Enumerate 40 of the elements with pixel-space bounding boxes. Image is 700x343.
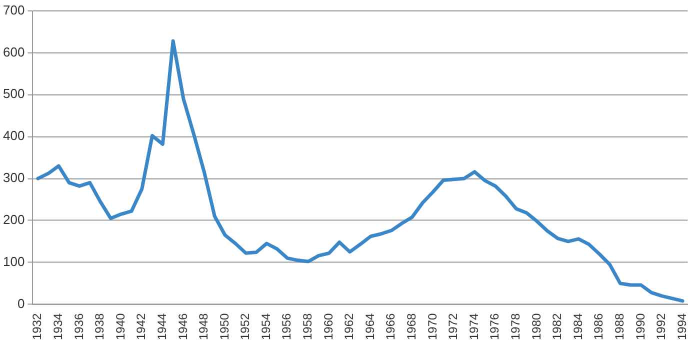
y-tick-label: 500 <box>2 86 25 102</box>
x-tick-label: 1982 <box>550 312 564 340</box>
x-tick-label: 1986 <box>592 312 606 340</box>
y-tick-label: 200 <box>2 212 25 228</box>
x-tick-label: 1958 <box>300 312 315 340</box>
x-tick-label: 1948 <box>196 312 211 340</box>
x-tick-label: 1994 <box>674 312 689 340</box>
x-tick-label: 1942 <box>134 312 148 340</box>
x-tick-label: 1980 <box>529 312 544 340</box>
x-tick-label: 1936 <box>72 312 86 340</box>
x-tick-label: 1988 <box>612 312 626 340</box>
x-tick-label: 1992 <box>654 312 668 340</box>
y-tick-label: 600 <box>2 44 25 60</box>
y-tick-label: 300 <box>2 170 25 186</box>
x-tick-label: 1964 <box>362 312 377 340</box>
x-tick-label: 1944 <box>154 312 169 340</box>
x-tick-label: 1984 <box>570 312 585 340</box>
x-tick-label: 1938 <box>92 312 107 340</box>
x-tick-label: 1962 <box>342 312 356 340</box>
x-tick-label: 1968 <box>404 312 419 340</box>
x-tick-label: 1966 <box>384 312 398 340</box>
x-tick-label: 1978 <box>508 312 522 340</box>
y-tick-label: 100 <box>2 254 25 269</box>
x-tick-label: 1960 <box>321 312 336 340</box>
x-tick-label: 1970 <box>425 312 440 340</box>
x-tick-label: 1974 <box>466 312 481 340</box>
x-tick-label: 1972 <box>446 312 460 340</box>
x-tick-label: 1954 <box>258 312 273 340</box>
x-tick-label: 1950 <box>217 312 232 340</box>
x-tick-label: 1952 <box>238 312 252 340</box>
x-tick-label: 1990 <box>633 312 648 340</box>
x-tick-label: 1934 <box>50 312 65 340</box>
x-tick-label: 1932 <box>30 312 44 340</box>
x-tick-label: 1976 <box>488 312 502 340</box>
y-tick-label: 0 <box>17 296 25 311</box>
y-tick-label: 400 <box>2 128 25 144</box>
y-tick-label: 700 <box>2 2 25 18</box>
x-tick-label: 1940 <box>113 312 128 340</box>
x-tick-label: 1956 <box>280 312 294 340</box>
x-tick-label: 1946 <box>176 312 190 340</box>
